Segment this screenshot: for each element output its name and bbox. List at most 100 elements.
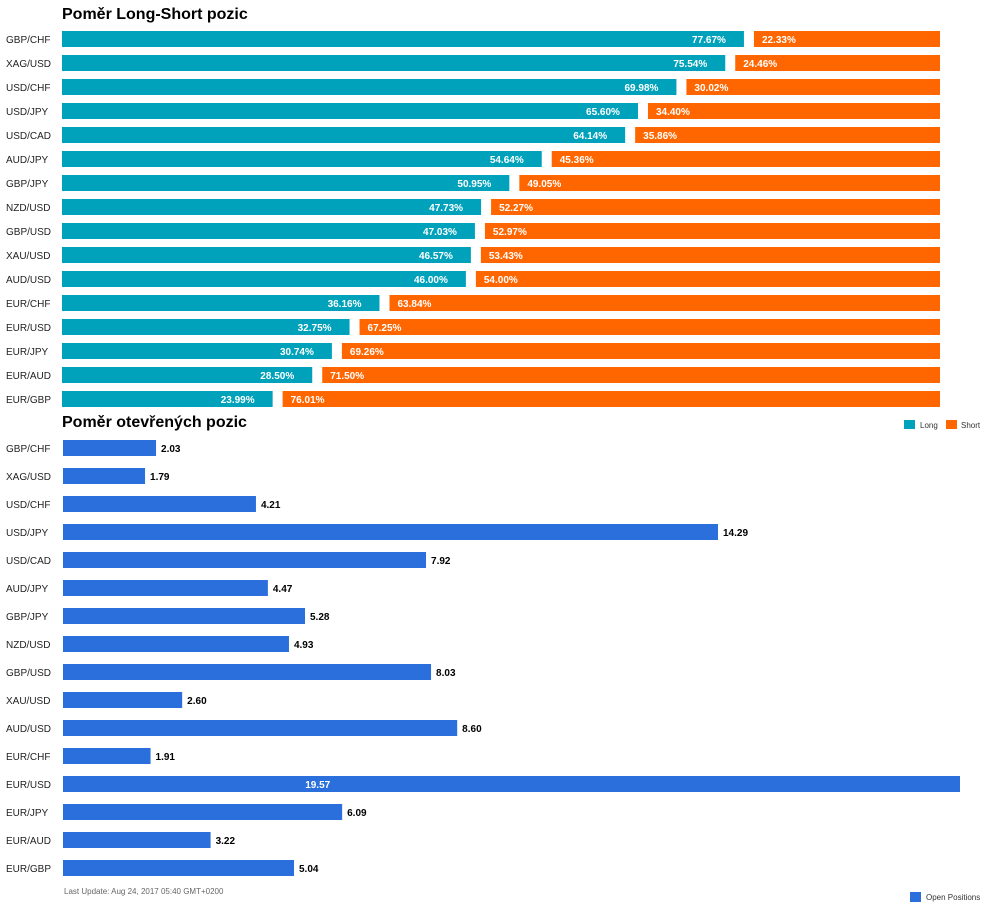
long-short-category-label: USD/CHF xyxy=(6,83,50,94)
open-positions-bar xyxy=(63,440,157,456)
long-short-category-label: XAU/USD xyxy=(6,251,50,262)
long-bar xyxy=(62,199,482,215)
long-bar xyxy=(62,31,744,47)
long-bar xyxy=(62,295,380,311)
open-positions-bar xyxy=(63,524,718,540)
open-positions-bar xyxy=(63,636,289,652)
open-positions-bar xyxy=(63,552,427,568)
open-positions-bar xyxy=(63,860,295,876)
open-positions-value-label: 8.03 xyxy=(436,668,456,679)
long-bar xyxy=(62,55,726,71)
long-bar xyxy=(62,343,332,359)
short-bar xyxy=(484,223,940,239)
legend-open-positions-swatch xyxy=(910,892,921,902)
long-bar xyxy=(62,391,273,407)
open-positions-category-label: GBP/USD xyxy=(6,668,51,679)
open-positions-bar xyxy=(63,608,306,624)
long-bar xyxy=(62,223,475,239)
short-bar xyxy=(491,199,940,215)
open-positions-value-label: 2.60 xyxy=(187,696,207,707)
short-bar xyxy=(359,319,940,335)
open-positions-bar xyxy=(63,832,211,848)
short-bar xyxy=(686,79,940,95)
open-positions-category-label: XAG/USD xyxy=(6,472,51,483)
open-positions-category-label: EUR/USD xyxy=(6,780,51,791)
open-positions-value-label: 4.21 xyxy=(261,500,281,511)
long-value-label: 50.95% xyxy=(457,179,491,190)
open-positions-value-label: 7.92 xyxy=(431,556,451,567)
short-value-label: 67.25% xyxy=(368,323,402,334)
short-value-label: 30.02% xyxy=(694,83,728,94)
short-bar xyxy=(282,391,940,407)
short-bar xyxy=(635,127,940,143)
short-value-label: 69.26% xyxy=(350,347,384,358)
long-bar xyxy=(62,271,466,287)
long-value-label: 36.16% xyxy=(328,299,362,310)
short-value-label: 52.97% xyxy=(493,227,527,238)
short-value-label: 24.46% xyxy=(743,59,777,70)
long-value-label: 54.64% xyxy=(490,155,524,166)
long-short-category-label: EUR/JPY xyxy=(6,347,49,358)
short-value-label: 52.27% xyxy=(499,203,533,214)
short-value-label: 35.86% xyxy=(643,131,677,142)
long-bar xyxy=(62,103,638,119)
open-positions-bar xyxy=(63,496,256,512)
legend-short-label: Short xyxy=(961,421,981,430)
long-value-label: 47.73% xyxy=(429,203,463,214)
short-bar xyxy=(753,31,940,47)
long-short-category-label: USD/JPY xyxy=(6,107,49,118)
open-positions-category-label: EUR/GBP xyxy=(6,864,51,875)
open-positions-value-label: 1.91 xyxy=(156,752,176,763)
long-short-category-label: XAG/USD xyxy=(6,59,51,70)
open-positions-bar xyxy=(63,664,432,680)
long-bar xyxy=(62,127,626,143)
long-short-category-label: EUR/GBP xyxy=(6,395,51,406)
short-bar xyxy=(519,175,940,191)
long-bar xyxy=(62,151,542,167)
short-bar xyxy=(389,295,940,311)
open-positions-bar xyxy=(63,692,183,708)
short-value-label: 76.01% xyxy=(291,395,325,406)
short-value-label: 63.84% xyxy=(397,299,431,310)
open-positions-category-label: EUR/CHF xyxy=(6,752,50,763)
open-positions-category-label: GBP/CHF xyxy=(6,444,50,455)
open-positions-bar xyxy=(63,580,268,596)
open-positions-value-label: 2.03 xyxy=(161,444,181,455)
last-update-text: Last Update: Aug 24, 2017 05:40 GMT+0200 xyxy=(64,887,224,896)
long-short-category-label: GBP/CHF xyxy=(6,35,50,46)
open-positions-category-label: GBP/JPY xyxy=(6,612,49,623)
short-bar xyxy=(480,247,940,263)
open-positions-chart-title: Poměr otevřených pozic xyxy=(62,414,247,431)
short-value-label: 49.05% xyxy=(527,179,561,190)
long-value-label: 30.74% xyxy=(280,347,314,358)
short-value-label: 71.50% xyxy=(330,371,364,382)
open-positions-value-label: 4.47 xyxy=(273,584,293,595)
legend-long-swatch xyxy=(904,420,915,429)
long-value-label: 47.03% xyxy=(423,227,457,238)
open-positions-bar xyxy=(63,468,146,484)
long-short-category-label: GBP/USD xyxy=(6,227,51,238)
short-value-label: 45.36% xyxy=(560,155,594,166)
long-value-label: 77.67% xyxy=(692,35,726,46)
legend-short-swatch xyxy=(946,420,957,429)
legend-open-positions-label: Open Positions xyxy=(926,893,980,902)
open-positions-category-label: AUD/USD xyxy=(6,724,51,735)
long-short-category-label: EUR/CHF xyxy=(6,299,50,310)
long-value-label: 46.57% xyxy=(419,251,453,262)
short-bar xyxy=(475,271,940,287)
long-value-label: 75.54% xyxy=(673,59,707,70)
short-value-label: 34.40% xyxy=(656,107,690,118)
short-value-label: 54.00% xyxy=(484,275,518,286)
open-positions-value-label: 4.93 xyxy=(294,640,314,651)
open-positions-value-label: 5.28 xyxy=(310,612,330,623)
open-positions-value-label: 8.60 xyxy=(462,724,482,735)
open-positions-category-label: USD/CHF xyxy=(6,500,50,511)
long-value-label: 65.60% xyxy=(586,107,620,118)
long-short-category-label: EUR/AUD xyxy=(6,371,51,382)
open-positions-category-label: XAU/USD xyxy=(6,696,50,707)
open-positions-bar xyxy=(63,748,151,764)
short-bar xyxy=(341,343,940,359)
open-positions-value-label: 5.04 xyxy=(299,864,319,875)
open-positions-value-label: 3.22 xyxy=(216,836,236,847)
